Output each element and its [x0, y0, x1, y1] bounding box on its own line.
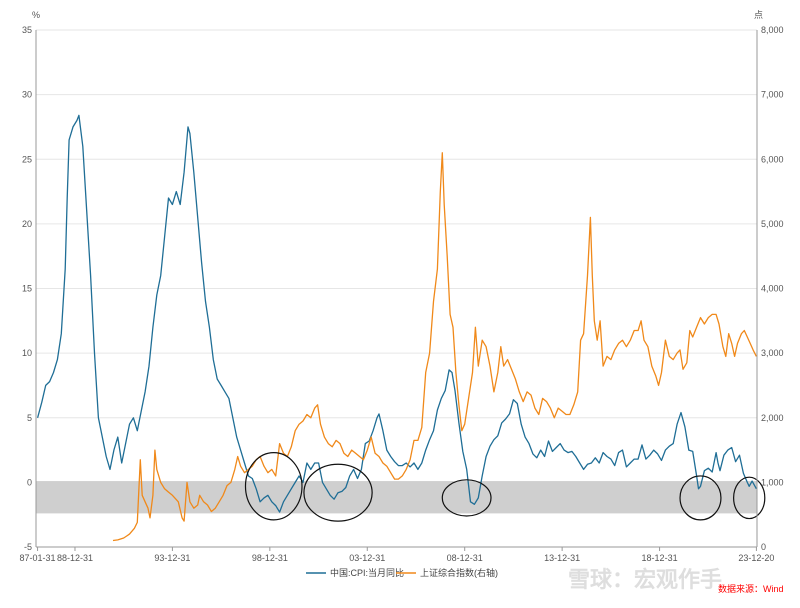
left-tick-label: 0 — [27, 477, 32, 487]
left-tick-label: -5 — [24, 542, 32, 552]
right-axis-unit: 点 — [754, 10, 763, 20]
right-tick-label: 3,000 — [761, 348, 784, 358]
highlight-circle — [441, 479, 492, 517]
right-tick-label: 1,000 — [761, 477, 784, 487]
shanghai-index-series-line — [112, 152, 757, 542]
left-tick-label: 25 — [22, 154, 32, 164]
x-tick-label: 93-12-31 — [154, 553, 190, 563]
x-tick-label: 98-12-31 — [252, 553, 288, 563]
left-tick-label: 30 — [22, 90, 32, 100]
right-tick-label: 7,000 — [761, 90, 784, 100]
left-tick-label: 35 — [22, 25, 32, 35]
shaded-band — [36, 481, 757, 514]
right-tick-label: 5,000 — [761, 219, 784, 229]
x-tick-label: 87-01-31 — [20, 553, 56, 563]
shaded-band-rect — [36, 481, 757, 514]
series-lines — [36, 114, 757, 542]
x-tick-label: 08-12-31 — [447, 553, 483, 563]
highlight-circles — [244, 452, 766, 522]
highlight-circle — [303, 463, 373, 522]
right-tick-label: 2,000 — [761, 413, 784, 423]
right-tick-label: 8,000 — [761, 25, 784, 35]
x-tick-label: 03-12-31 — [349, 553, 385, 563]
legend: 中国:CPI:当月同比 上证综合指数(右轴) — [306, 567, 498, 578]
highlight-circle — [679, 475, 722, 521]
x-tick-label: 88-12-31 — [57, 553, 93, 563]
x-tick-label: 13-12-31 — [544, 553, 580, 563]
gridlines — [36, 29, 757, 483]
legend-label-shanghai-index: 上证综合指数(右轴) — [420, 567, 498, 578]
right-tick-label: 0 — [761, 542, 766, 552]
left-tick-label: 5 — [27, 413, 32, 423]
axes: % 点 -5 0 0 1,000 5 2,000 10 3,000 15 4,000 20 5,000… — [20, 10, 784, 563]
x-tick-label: 18-12-31 — [642, 553, 678, 563]
left-tick-label: 15 — [22, 284, 32, 294]
left-tick-label: 10 — [22, 348, 32, 358]
right-tick-label: 6,000 — [761, 154, 784, 164]
left-tick-label: 20 — [22, 219, 32, 229]
right-tick-label: 4,000 — [761, 284, 784, 294]
highlight-circle — [244, 452, 303, 521]
cpi-series-line — [36, 114, 757, 513]
highlight-circle — [733, 476, 766, 520]
x-tick-label: 23-12-20 — [738, 553, 774, 563]
left-axis-unit: % — [32, 10, 40, 20]
legend-label-cpi: 中国:CPI:当月同比 — [330, 567, 404, 578]
source-note: 数据来源：Wind — [718, 583, 784, 594]
watermark-text: 雪球：宏观作手 — [568, 567, 722, 592]
